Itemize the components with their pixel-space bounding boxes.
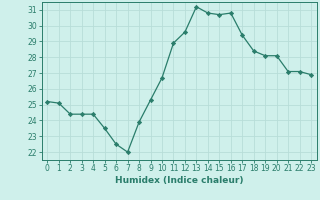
X-axis label: Humidex (Indice chaleur): Humidex (Indice chaleur) [115,176,244,185]
